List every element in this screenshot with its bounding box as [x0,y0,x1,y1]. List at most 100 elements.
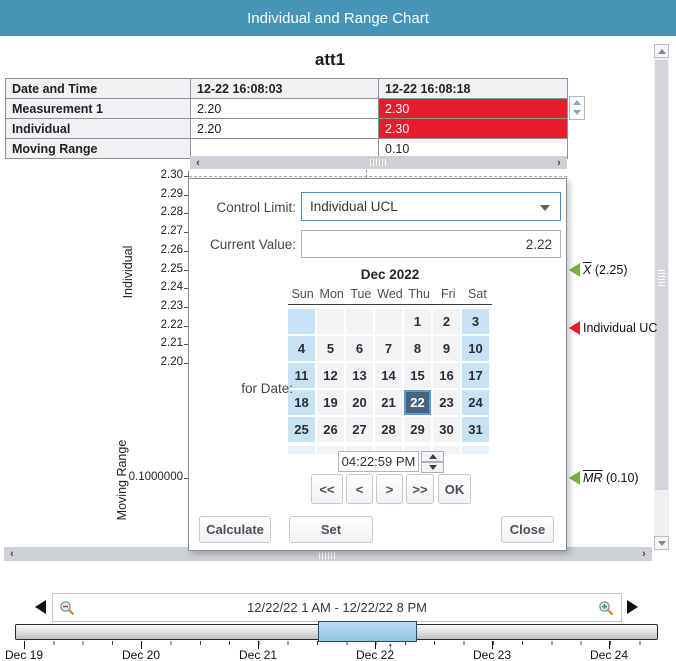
calendar-day[interactable]: 6 [346,336,373,361]
table-header-time-1: 12-22 16:08:03 [190,78,379,99]
zoom-in-icon[interactable] [598,600,615,617]
y-tick: 2.29 [160,188,183,200]
calendar-day[interactable]: 15 [404,363,431,388]
calendar-day[interactable]: 21 [375,390,402,415]
calendar-day-selected[interactable]: 22 [404,390,431,415]
calendar-day[interactable]: 28 [375,417,402,442]
y-tick: 2.27 [160,225,183,237]
time-spinner-up[interactable] [421,451,444,462]
scroll-down-icon[interactable] [654,536,669,550]
calendar-day[interactable]: 29 [404,417,431,442]
calendar-day[interactable]: 30 [433,417,460,442]
date-axis-label: Dec 20 [121,648,161,661]
calendar-day[interactable]: 9 [433,336,460,361]
calendar-grid: 1 2 3 4 5 6 7 8 9 10 11 12 13 14 15 16 1… [288,309,489,442]
calendar-day[interactable]: 8 [404,336,431,361]
chart-title: att1 [314,50,346,69]
scroll-left-icon[interactable]: ‹ [196,156,200,169]
ok-button[interactable]: OK [438,474,471,504]
calendar-day[interactable]: 1 [404,309,431,334]
y-tick: 2.21 [160,337,183,349]
date-axis-label: Dec 22 [355,648,395,661]
zoom-out-icon[interactable] [59,600,76,617]
calendar-day [288,309,315,334]
table-row-spinner[interactable] [569,96,585,120]
calendar-day[interactable]: 20 [346,390,373,415]
calendar-day [346,309,373,334]
xbar-marker-icon [569,263,580,277]
calendar-day[interactable]: 17 [462,363,489,388]
row-label-measurement: Measurement 1 [5,98,191,119]
calendar-day[interactable]: 14 [375,363,402,388]
calendar-day[interactable]: 23 [433,390,460,415]
calendar-day[interactable]: 2 [433,309,460,334]
spinner-down-icon [428,465,437,470]
data-table: Date and Time 12-22 16:08:03 12-22 16:08… [5,78,568,159]
calendar-day[interactable]: 5 [317,336,344,361]
y-tick: 2.22 [160,319,183,331]
time-spinner-down[interactable] [421,462,444,473]
individual-cell-2-alarm[interactable]: 2.30 [378,118,568,139]
window-v-scrollbar[interactable] [654,44,669,550]
scrollbar-grip[interactable] [370,159,388,166]
scroll-right-icon[interactable]: › [557,156,561,169]
calendar-day[interactable]: 25 [288,417,315,442]
timeline-slider-thumb[interactable] [318,621,417,642]
row-label-individual: Individual [5,118,191,139]
scrollbar-grip[interactable] [319,552,337,559]
calendar-day[interactable]: 24 [462,390,489,415]
row-label-moving-range: Moving Range [5,138,191,159]
calendar-day[interactable]: 26 [317,417,344,442]
set-button[interactable]: Set [289,516,373,543]
table-header-label: Date and Time [5,78,191,99]
table-header-time-2: 12-22 16:08:18 [378,78,568,99]
calendar-month-title: Dec 2022 [360,267,420,282]
nav-prev-button[interactable]: < [346,474,373,504]
calendar-day[interactable]: 3 [462,309,489,334]
calendar-day[interactable]: 13 [346,363,373,388]
table-h-scrollbar[interactable]: ‹ › [190,156,567,169]
nav-last-button[interactable]: >> [406,474,434,504]
individual-cell-1[interactable]: 2.20 [190,118,379,139]
calendar-day[interactable]: 12 [317,363,344,388]
calendar-day[interactable]: 16 [433,363,460,388]
scrollbar-grip [658,268,665,286]
date-axis-label: Dec 21 [238,648,278,661]
control-limit-dropdown[interactable]: Individual UCL [301,192,561,221]
calendar-day[interactable]: 18 [288,390,315,415]
calendar-day[interactable]: 11 [288,363,315,388]
date-axis-label: Dec 24 [589,648,629,661]
calendar-day[interactable]: 4 [288,336,315,361]
nav-first-button[interactable]: << [311,474,343,504]
measurement-cell-2-alarm[interactable]: 2.30 [378,98,568,119]
calendar-day[interactable]: 19 [317,390,344,415]
spinner-down-icon[interactable] [573,110,581,115]
xbar-annotation: X (2.25) [569,263,627,277]
calendar-day[interactable]: 7 [375,336,402,361]
current-value-input[interactable]: 2.22 [301,230,561,258]
window-titlebar: Individual and Range Chart [0,0,676,36]
calendar-day[interactable]: 10 [462,336,489,361]
time-input[interactable]: 04:22:59 PM [338,451,419,472]
date-axis-label: Dec 19 [4,648,44,661]
close-button[interactable]: Close [501,516,554,543]
timeline-prev-icon[interactable] [35,600,46,614]
measurement-cell-1[interactable]: 2.20 [190,98,379,119]
y-tick: 2.28 [160,206,183,218]
y-tick: 2.25 [160,263,183,275]
timeline-next-icon[interactable] [627,600,638,614]
individual-ucl-annotation: Individual UC [569,321,657,335]
v-scrollbar-thumb[interactable] [655,60,668,490]
mrbar-annotation: MR (0.10) [569,471,639,485]
nav-next-button[interactable]: > [376,474,403,504]
calendar-day[interactable]: 27 [346,417,373,442]
table-row: Individual 2.20 2.30 [5,118,568,139]
scroll-left-icon[interactable]: ‹ [10,548,14,560]
cursor-dashed-line [366,170,367,178]
calendar-day[interactable]: 31 [462,417,489,442]
scroll-right-icon[interactable]: › [642,548,646,560]
scroll-up-icon[interactable] [654,44,669,58]
calculate-button[interactable]: Calculate [199,516,271,543]
current-value-label: Current Value: [209,237,296,252]
spinner-up-icon[interactable] [573,100,581,105]
